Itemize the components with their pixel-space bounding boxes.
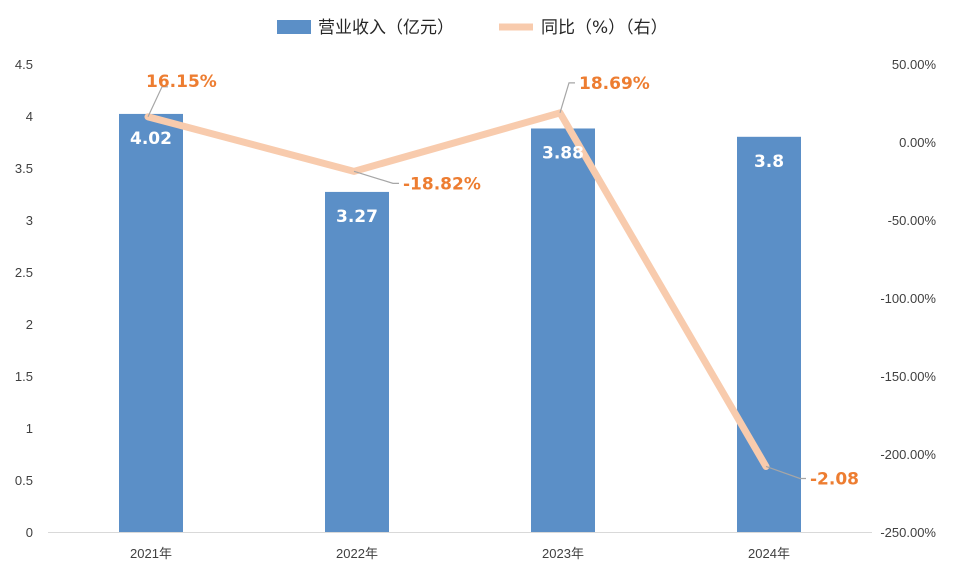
left-tick-label: 0 xyxy=(26,525,33,540)
bar-value-label: 3.8 xyxy=(754,152,784,172)
line-data-labels: 16.15% -18.82% 18.69% -2.08 xyxy=(146,72,859,490)
bar-data-labels: 4.02 3.27 3.88 3.8 xyxy=(130,129,784,227)
legend-bar-label: 营业收入（亿元） xyxy=(318,18,454,38)
right-tick-label: -100.00% xyxy=(880,291,936,306)
yoy-leader-line xyxy=(353,170,399,184)
left-tick-label: 4.5 xyxy=(15,57,33,72)
left-tick-label: 3 xyxy=(26,213,33,228)
legend: 营业收入（亿元） 同比（%）（右） xyxy=(277,18,668,38)
legend-line-label: 同比（%）（右） xyxy=(541,18,668,38)
bar-2023年 xyxy=(531,128,595,533)
bar-2024年 xyxy=(737,136,801,533)
yoy-value-label: 16.15% xyxy=(146,72,217,92)
right-tick-label: -150.00% xyxy=(880,369,936,384)
yoy-leader-line xyxy=(765,465,806,480)
bar-value-label: 3.88 xyxy=(542,143,584,163)
right-tick-label: -50.00% xyxy=(888,213,937,228)
left-tick-label: 4 xyxy=(26,109,33,124)
left-tick-label: 2 xyxy=(26,317,33,332)
yoy-value-label: -2.08 xyxy=(810,469,859,489)
left-tick-label: 3.5 xyxy=(15,161,33,176)
yoy-value-label: -18.82% xyxy=(403,174,481,194)
right-tick-label: 50.00% xyxy=(892,57,937,72)
legend-bar-swatch xyxy=(277,20,311,34)
bar-series xyxy=(119,113,801,533)
right-axis: 50.00% 0.00% -50.00% -100.00% -150.00% -200.0… xyxy=(880,57,936,540)
x-tick-label: 2023年 xyxy=(542,546,584,561)
bar-2022年 xyxy=(325,191,389,533)
left-tick-label: 1 xyxy=(26,421,33,436)
yoy-leader-line xyxy=(147,86,168,118)
yoy-leader-line xyxy=(559,82,575,114)
left-tick-label: 2.5 xyxy=(15,265,33,280)
line-series xyxy=(144,109,770,470)
left-tick-label: 0.5 xyxy=(15,473,33,488)
right-tick-label: -250.00% xyxy=(880,525,936,540)
x-tick-label: 2022年 xyxy=(336,546,378,561)
bar-2021年 xyxy=(119,113,183,533)
bar-value-label: 4.02 xyxy=(130,129,172,149)
right-tick-label: -200.00% xyxy=(880,447,936,462)
x-axis: 2021年 2022年 2023年 2024年 xyxy=(130,546,790,561)
right-tick-label: 0.00% xyxy=(899,135,936,150)
bar-value-label: 3.27 xyxy=(336,207,378,227)
x-tick-label: 2021年 xyxy=(130,546,172,561)
x-tick-label: 2024年 xyxy=(748,546,790,561)
yoy-value-label: 18.69% xyxy=(579,74,650,94)
left-tick-label: 1.5 xyxy=(15,369,33,384)
left-axis: 0 0.5 1 1.5 2 2.5 3 3.5 4 4.5 xyxy=(15,57,33,540)
yoy-line xyxy=(144,109,770,470)
